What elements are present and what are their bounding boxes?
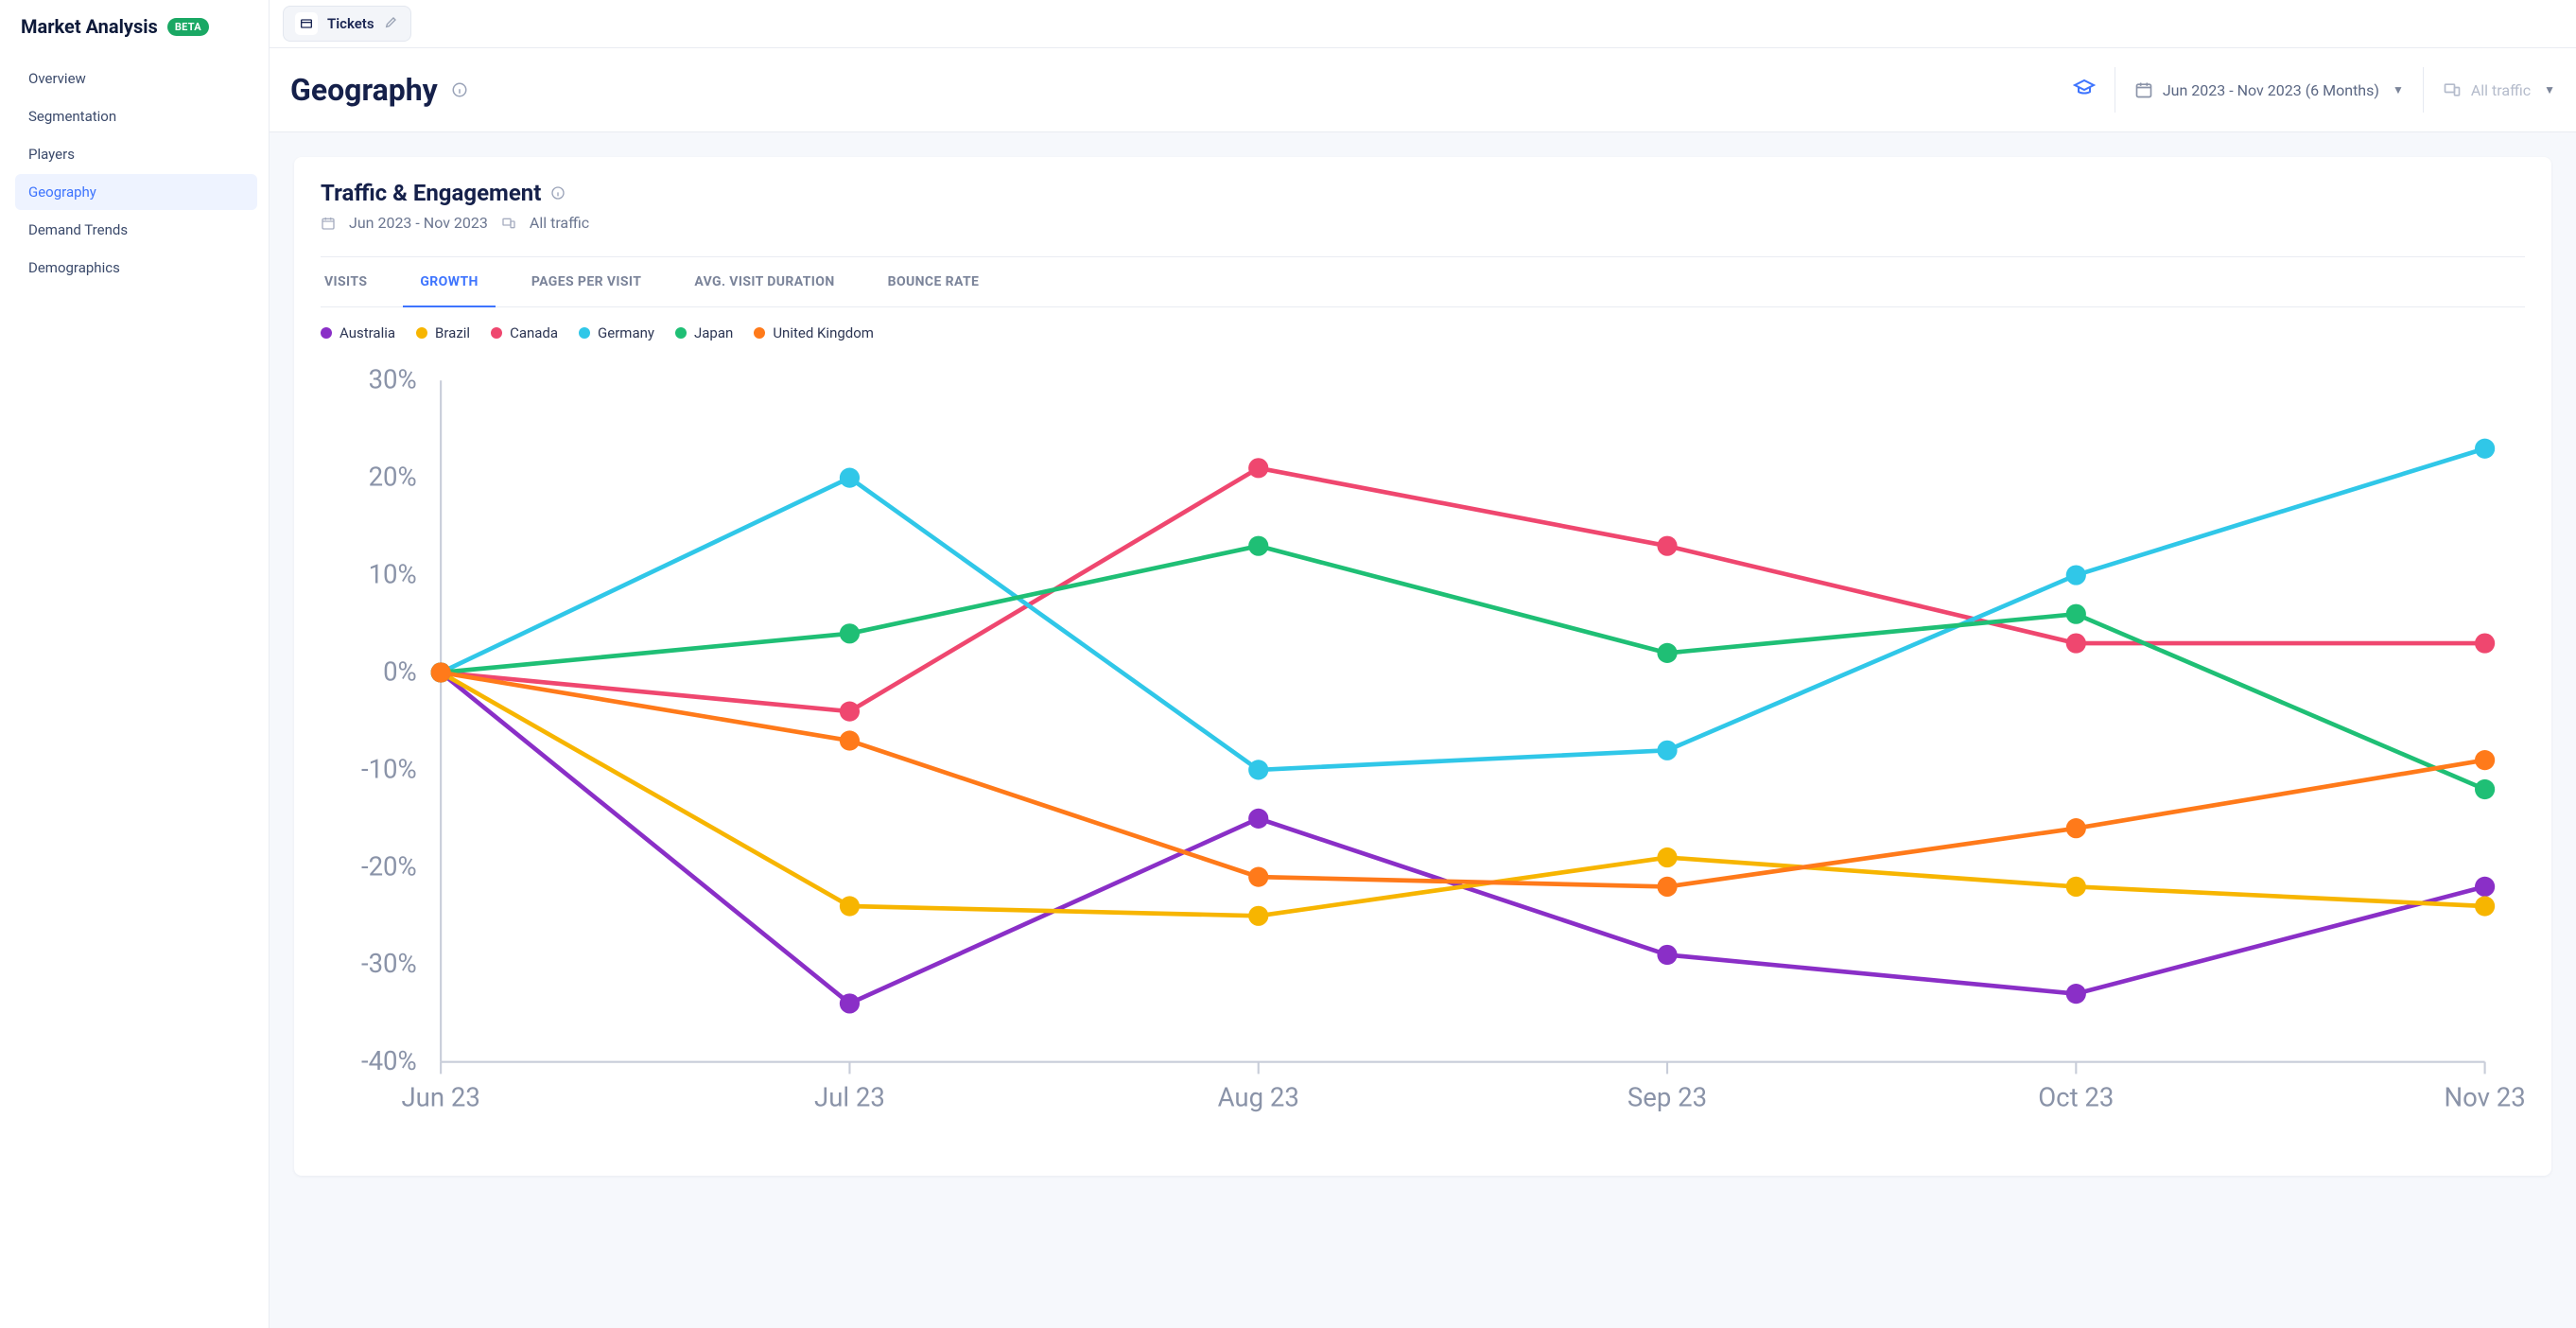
card-date-text: Jun 2023 - Nov 2023 [349, 214, 488, 232]
workspace-chip[interactable]: Tickets [283, 6, 411, 42]
edit-icon[interactable] [384, 14, 399, 33]
card-traffic-text: All traffic [530, 214, 589, 232]
svg-text:Jun 23: Jun 23 [401, 1081, 479, 1112]
legend-item[interactable]: Japan [675, 324, 733, 341]
legend-dot [754, 327, 765, 339]
sidebar-item-demand-trends[interactable]: Demand Trends [15, 212, 257, 248]
legend-item[interactable]: Australia [321, 324, 395, 341]
sidebar: Market Analysis BETA OverviewSegmentatio… [0, 0, 270, 1328]
svg-text:10%: 10% [369, 559, 417, 590]
calendar-icon [2134, 80, 2153, 99]
traffic-filter-text: All traffic [2471, 81, 2531, 99]
education-icon[interactable] [2073, 77, 2096, 103]
date-range-selector[interactable]: Jun 2023 - Nov 2023 (6 Months) ▼ [2134, 80, 2404, 99]
legend-item[interactable]: Canada [491, 324, 558, 341]
chevron-down-icon: ▼ [2393, 83, 2404, 96]
metric-tabs: VISITS GROWTH PAGES PER VISIT AVG. VISIT DU… [321, 256, 2525, 307]
svg-text:-40%: -40% [361, 1045, 417, 1076]
growth-chart: -40% -30% -20% -10% 0% 10% 20% 30% Jun 23 Jul 23 A… [321, 360, 2525, 1145]
workspace-label: Tickets [327, 15, 374, 32]
svg-text:20%: 20% [369, 462, 417, 493]
svg-text:30%: 30% [369, 364, 417, 395]
svg-text:Sep 23: Sep 23 [1627, 1081, 1707, 1112]
legend-dot [579, 327, 590, 339]
sidebar-item-segmentation[interactable]: Segmentation [15, 98, 257, 134]
beta-badge: BETA [167, 18, 209, 36]
svg-text:Nov 23: Nov 23 [2444, 1081, 2525, 1112]
tab-pages-per-visit[interactable]: PAGES PER VISIT [531, 257, 641, 306]
tab-growth[interactable]: GROWTH [420, 257, 478, 306]
tab-visits[interactable]: VISITS [324, 257, 367, 306]
sidebar-title: Market Analysis [21, 15, 158, 38]
svg-text:Oct 23: Oct 23 [2038, 1081, 2114, 1112]
legend-dot [416, 327, 427, 339]
info-icon[interactable] [550, 185, 566, 201]
legend-label: Canada [510, 324, 558, 341]
card-title: Traffic & Engagement [321, 180, 541, 206]
legend-item[interactable]: Germany [579, 324, 654, 341]
traffic-filter-selector[interactable]: All traffic ▼ [2443, 80, 2555, 99]
svg-text:Jul 23: Jul 23 [814, 1081, 885, 1112]
sidebar-nav: OverviewSegmentationPlayersGeographyDema… [15, 61, 257, 286]
svg-text:-20%: -20% [361, 850, 417, 882]
legend-dot [321, 327, 332, 339]
calendar-icon [321, 216, 336, 231]
svg-text:-30%: -30% [361, 948, 417, 979]
date-range-text: Jun 2023 - Nov 2023 (6 Months) [2163, 81, 2379, 99]
topbar: Tickets [270, 0, 2576, 47]
devices-icon [2443, 80, 2462, 99]
tab-avg-visit-duration[interactable]: AVG. VISIT DURATION [694, 257, 834, 306]
svg-text:Aug 23: Aug 23 [1218, 1081, 1299, 1112]
chart-legend: Australia Brazil Canada Germany Japan United … [321, 324, 2525, 341]
tab-bounce-rate[interactable]: BOUNCE RATE [888, 257, 980, 306]
legend-label: Germany [598, 324, 654, 341]
main: Tickets Geography Jun 2023 - Nov 2023 (6… [270, 0, 2576, 1328]
legend-label: Japan [694, 324, 733, 341]
info-icon[interactable] [451, 81, 468, 98]
svg-text:0%: 0% [383, 655, 417, 687]
page-header: Geography Jun 2023 - Nov 2023 (6 Months)… [270, 47, 2576, 132]
sidebar-item-overview[interactable]: Overview [15, 61, 257, 96]
legend-dot [675, 327, 687, 339]
sidebar-item-players[interactable]: Players [15, 136, 257, 172]
legend-label: United Kingdom [773, 324, 874, 341]
workspace-icon [295, 12, 318, 35]
sidebar-item-geography[interactable]: Geography [15, 174, 257, 210]
legend-item[interactable]: Brazil [416, 324, 470, 341]
chevron-down-icon: ▼ [2544, 83, 2555, 96]
legend-dot [491, 327, 502, 339]
legend-label: Brazil [435, 324, 470, 341]
svg-text:-10%: -10% [361, 753, 417, 784]
legend-item[interactable]: United Kingdom [754, 324, 874, 341]
page-title: Geography [290, 72, 438, 108]
traffic-card: Traffic & Engagement Jun 2023 - Nov 2023… [294, 157, 2551, 1176]
devices-icon [501, 216, 516, 231]
legend-label: Australia [339, 324, 395, 341]
sidebar-item-demographics[interactable]: Demographics [15, 250, 257, 286]
